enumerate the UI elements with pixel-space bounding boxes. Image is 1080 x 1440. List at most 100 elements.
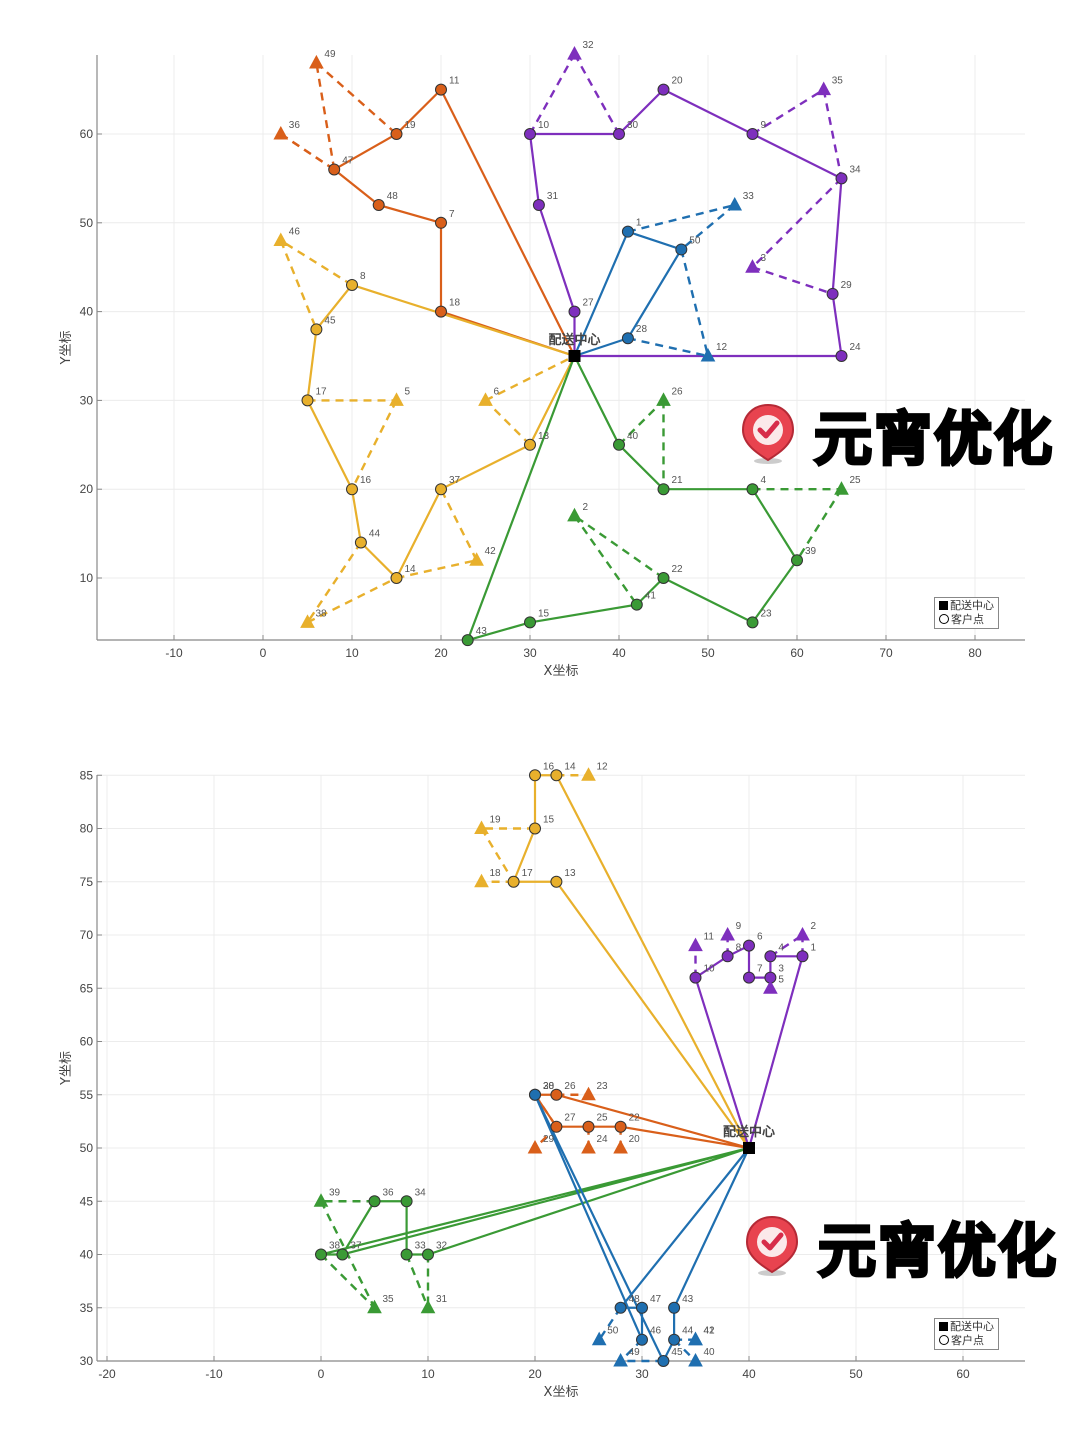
customer-triangle — [688, 1331, 703, 1346]
point-label: 23 — [597, 1081, 609, 1092]
customer-point — [621, 332, 634, 345]
legend-depot-label: 配送中心 — [950, 1320, 994, 1333]
route-green — [465, 355, 843, 642]
customer-triangle — [567, 46, 582, 60]
customer-point — [507, 875, 520, 888]
point-label: 50 — [689, 235, 701, 246]
check-pin-icon — [745, 1215, 799, 1276]
customer-point — [390, 128, 403, 140]
x-tick-label: 20 — [434, 646, 448, 660]
point-label: 15 — [543, 815, 555, 826]
point-label: 25 — [850, 475, 862, 486]
point-label: 13 — [538, 431, 550, 442]
customer-markers: 1234567891011121314151617181920222324252… — [313, 761, 817, 1367]
customer-point — [636, 1301, 648, 1314]
customer-triangle — [720, 926, 735, 941]
customer-triangle — [816, 81, 832, 96]
x-tick-label: 0 — [318, 1367, 325, 1381]
customer-triangle — [474, 820, 489, 834]
y-tick-label: 50 — [80, 216, 94, 230]
customer-point — [668, 1301, 681, 1314]
point-label: 32 — [436, 1241, 448, 1252]
point-label: 41 — [645, 591, 657, 602]
point-label: 1 — [636, 218, 642, 229]
point-label: 38 — [329, 1241, 341, 1252]
customer-point — [550, 1120, 563, 1133]
customer-point — [315, 1248, 327, 1261]
customer-point — [689, 971, 702, 984]
customer-point — [529, 1088, 541, 1101]
y-tick-label: 80 — [80, 822, 94, 836]
customer-triangle — [273, 125, 289, 140]
customer-triangle — [656, 392, 671, 406]
customer-point — [657, 572, 670, 584]
point-label: 22 — [672, 564, 684, 575]
customer-point — [835, 350, 848, 362]
customer-point — [524, 128, 536, 140]
point-label: 27 — [564, 1113, 576, 1124]
x-tick-label: 60 — [956, 1367, 970, 1381]
route-chart-1: -10 0 10 20 30 40 50 60 70 80 10 20 30 40 50 60 X坐标 Y坐标 1 2… — [0, 0, 1080, 700]
customer-triangle — [469, 552, 484, 566]
route-chart-2: -20 -10 0 10 20 30 40 50 60 30 35 40 45 50 55 60 65 70 75 8… — [0, 720, 1080, 1440]
customer-point — [568, 305, 581, 318]
point-label: 16 — [360, 475, 372, 486]
point-label: 45 — [324, 315, 336, 326]
customer-point — [743, 971, 755, 984]
customer-point — [613, 128, 625, 140]
point-label: 33 — [415, 1241, 427, 1252]
point-label: 25 — [597, 1113, 609, 1124]
customer-point — [630, 598, 643, 611]
point-label: 2 — [811, 921, 817, 932]
point-label: 44 — [369, 528, 381, 539]
point-label: 50 — [607, 1326, 619, 1337]
y-tick-label: 55 — [80, 1088, 94, 1102]
customer-triangle — [309, 54, 324, 69]
point-label: 14 — [405, 564, 417, 575]
point-label: 35 — [832, 76, 844, 87]
route-plot-1: -10 0 10 20 30 40 50 60 70 80102030405060X坐标Y坐标12… — [59, 40, 1025, 679]
customer-triangle — [567, 507, 582, 522]
point-label: 6 — [757, 932, 763, 943]
point-label: 8 — [360, 271, 366, 282]
point-label: 49 — [324, 49, 336, 60]
customer-point — [461, 634, 474, 647]
y-tick-label: 60 — [80, 127, 94, 141]
route-plot-2: -20 -10 0 10 20 30 40 50 60303540455055606570758… — [59, 761, 1025, 1400]
customer-point — [582, 1120, 595, 1133]
point-label: 24 — [597, 1134, 609, 1145]
x-tick-label: 40 — [612, 646, 626, 660]
customer-point — [524, 616, 536, 629]
customer-triangle — [688, 937, 703, 952]
point-label: 31 — [436, 1294, 448, 1305]
point-label: 3 — [761, 253, 767, 264]
customer-point — [657, 1355, 670, 1367]
customer-triangle — [834, 481, 849, 495]
point-label: 19 — [405, 120, 417, 131]
customer-point — [435, 483, 447, 496]
customer-triangle — [581, 1086, 596, 1101]
customer-point — [657, 483, 670, 496]
point-label: 45 — [671, 1347, 683, 1358]
x-tick-label: 80 — [968, 646, 982, 660]
x-tick-label: 10 — [345, 646, 359, 660]
point-label: 9 — [736, 921, 742, 932]
y-tick-label: 50 — [80, 1141, 94, 1155]
brand-text: 元宵优化 — [816, 1216, 1059, 1287]
point-label: 15 — [538, 608, 550, 619]
customer-triangle — [478, 392, 493, 406]
customer-point — [368, 1195, 381, 1208]
customer-point — [422, 1248, 434, 1261]
point-label: 10 — [538, 120, 550, 131]
point-label: 5 — [778, 974, 784, 985]
x-tick-label: 40 — [742, 1367, 756, 1381]
point-label: 2 — [583, 502, 589, 513]
point-label: 46 — [289, 227, 301, 238]
x-tick-label: 10 — [421, 1367, 435, 1381]
point-label: 18 — [490, 868, 502, 879]
customer-point — [675, 243, 688, 256]
x-tick-label: 70 — [879, 646, 893, 660]
x-tick-label: 0 — [260, 646, 267, 660]
x-tick-label: 50 — [701, 646, 715, 660]
